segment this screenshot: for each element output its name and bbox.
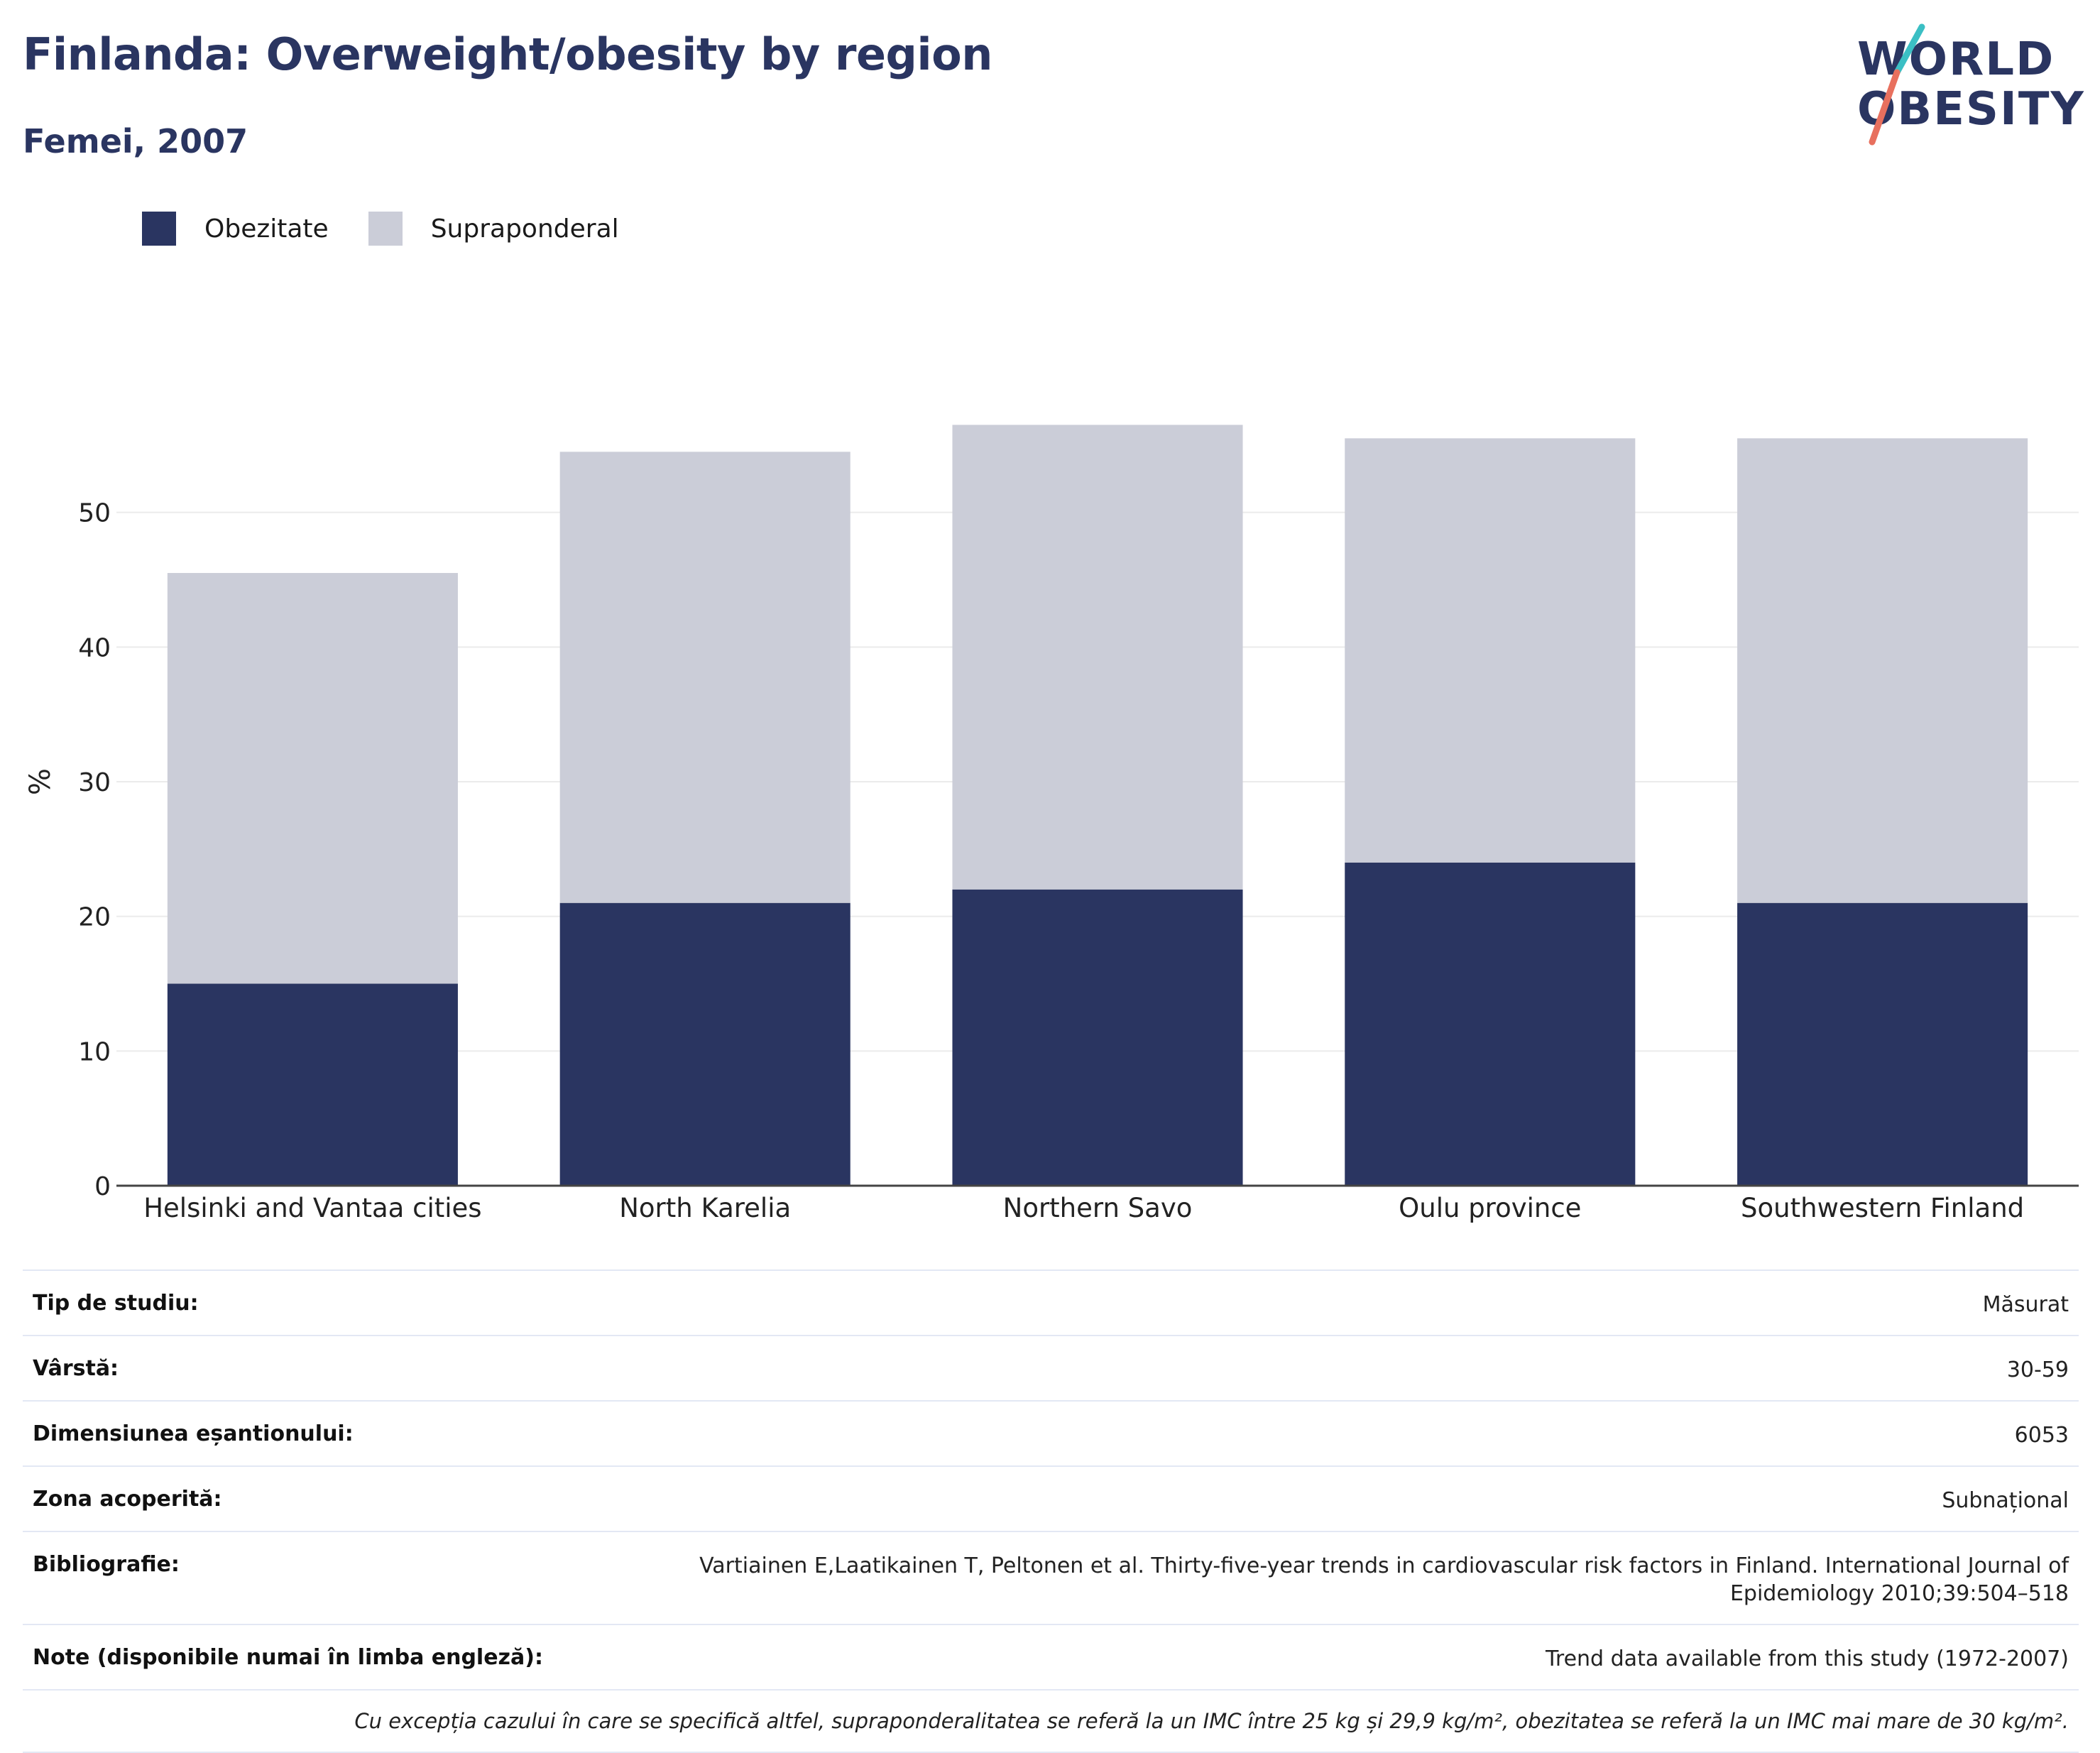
study-details: Tip de studiu: Măsurat Vârstă: 30-59 Dimensi… [23,1269,2079,1753]
y-tick-label: 40 [78,633,111,662]
bars [167,425,2028,1186]
legend-swatch-overweight [368,212,403,246]
bar-obesity[interactable] [1737,902,2028,1186]
legend-item-obesity[interactable]: Obezitate [142,212,329,246]
detail-key: Dimensiunea eșantionului: [33,1421,354,1446]
bar-overweight[interactable] [559,452,851,903]
detail-value: Vartiainen E,Laatikainen T, Peltonen et … [699,1553,2069,1607]
bar-obesity[interactable] [559,902,851,1186]
y-tick-label: 10 [78,1037,111,1066]
detail-value: Subnațional [1942,1487,2069,1513]
x-tick-label: Southwestern Finland [1741,1193,2024,1223]
logo-line-2: OBESITY [1857,83,2085,136]
x-tick-label: Oulu province [1399,1193,1581,1223]
x-tick-label: Helsinki and Vantaa cities [143,1193,481,1223]
y-tick-label: 0 [94,1172,111,1201]
logo-line-1: WORLD [1857,33,2055,86]
bar-obesity[interactable] [1345,862,1636,1186]
axes: 0 10 20 30 40 50% Helsinki and Vantaa cities No… [24,499,2079,1223]
y-tick-label: 30 [78,768,111,797]
x-tick-label: North Karelia [619,1193,791,1223]
detail-value: 6053 [2014,1422,2069,1448]
detail-value: Măsurat [1982,1292,2069,1317]
detail-key: Bibliografie: [33,1551,180,1577]
bar-chart: 0 10 20 30 40 50% Helsinki and Vantaa cities No… [24,425,2079,1223]
detail-key: Tip de studiu: [33,1291,199,1316]
detail-row: Dimensiunea eșantionului: 6053 [23,1399,2079,1465]
detail-value: Trend data available from this study (19… [1546,1646,2069,1672]
detail-row: Zona acoperită: Subnațional [23,1465,2079,1531]
bar-overweight[interactable] [1737,438,2028,903]
bar-overweight[interactable] [167,573,458,984]
legend-label-overweight: Supraponderal [430,214,619,244]
legend-item-overweight[interactable]: Supraponderal [368,212,619,246]
bar-overweight[interactable] [952,425,1243,890]
x-tick-label: Northern Savo [1003,1193,1193,1223]
definition-footnote: Cu excepția cazului în care se specifică… [23,1689,2079,1753]
bar-obesity[interactable] [167,983,458,1186]
detail-value: 30-59 [2006,1357,2069,1382]
y-tick-label: 50 [78,499,111,528]
detail-row: Vârstă: 30-59 [23,1334,2079,1400]
chart-legend: Obezitate Supraponderal [142,212,659,246]
legend-label-obesity: Obezitate [204,214,329,244]
detail-key: Zona acoperită: [33,1486,222,1512]
y-axis-label: % [24,768,57,795]
detail-row: Bibliografie: Vartiainen E,Laatikainen T,… [23,1530,2079,1624]
logo-slash-icon [1869,23,1925,146]
detail-key: Note (disponibile numai în limba engleză… [33,1645,543,1671]
detail-key: Vârstă: [33,1355,119,1381]
world-obesity-logo: WORLD OBESITY [1853,21,2087,149]
y-tick-label: 20 [78,903,111,932]
detail-row: Note (disponibile numai în limba engleză… [23,1624,2079,1689]
chart-subtitle: Femei, 2007 [23,122,248,160]
bar-obesity[interactable] [952,889,1243,1186]
bar-overweight[interactable] [1345,438,1636,863]
chart-title: Finlanda: Overweight/obesity by region [23,28,992,80]
detail-row: Tip de studiu: Măsurat [23,1269,2079,1335]
legend-swatch-obesity [142,212,176,246]
